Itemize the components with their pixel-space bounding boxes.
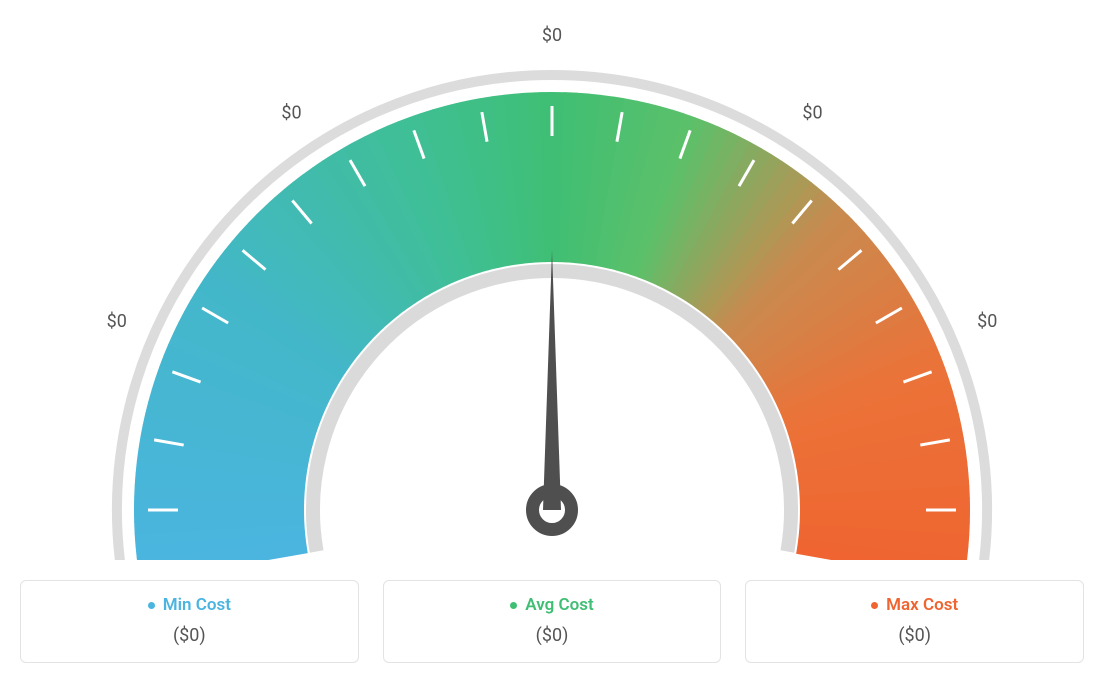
- gauge-scale-label: $0: [281, 103, 301, 124]
- legend-label-line: Min Cost: [39, 595, 340, 615]
- legend-row: Min Cost ($0) Avg Cost ($0) Max Cost ($0…: [20, 580, 1084, 663]
- gauge-scale-label: $0: [802, 103, 822, 124]
- legend-label-avg: Avg Cost: [525, 595, 593, 615]
- legend-dot-min: [148, 602, 155, 609]
- legend-value-avg: ($0): [402, 625, 703, 646]
- legend-label-line: Avg Cost: [402, 595, 703, 615]
- legend-label-min: Min Cost: [163, 595, 231, 615]
- legend-label-max: Max Cost: [886, 595, 958, 615]
- gauge-svg: $0$0$0$0$0$0$0: [20, 20, 1084, 560]
- legend-value-min: ($0): [39, 625, 340, 646]
- legend-card-max: Max Cost ($0): [745, 580, 1084, 663]
- legend-value-max: ($0): [764, 625, 1065, 646]
- gauge-scale-label: $0: [107, 311, 127, 332]
- legend-dot-avg: [510, 602, 517, 609]
- legend-label-line: Max Cost: [764, 595, 1065, 615]
- gauge-scale-label: $0: [542, 25, 562, 46]
- legend-card-min: Min Cost ($0): [20, 580, 359, 663]
- legend-card-avg: Avg Cost ($0): [383, 580, 722, 663]
- legend-dot-max: [871, 602, 878, 609]
- gauge-scale-label: $0: [977, 311, 997, 332]
- gauge-needle: [543, 250, 561, 510]
- cost-gauge: $0$0$0$0$0$0$0: [20, 20, 1084, 560]
